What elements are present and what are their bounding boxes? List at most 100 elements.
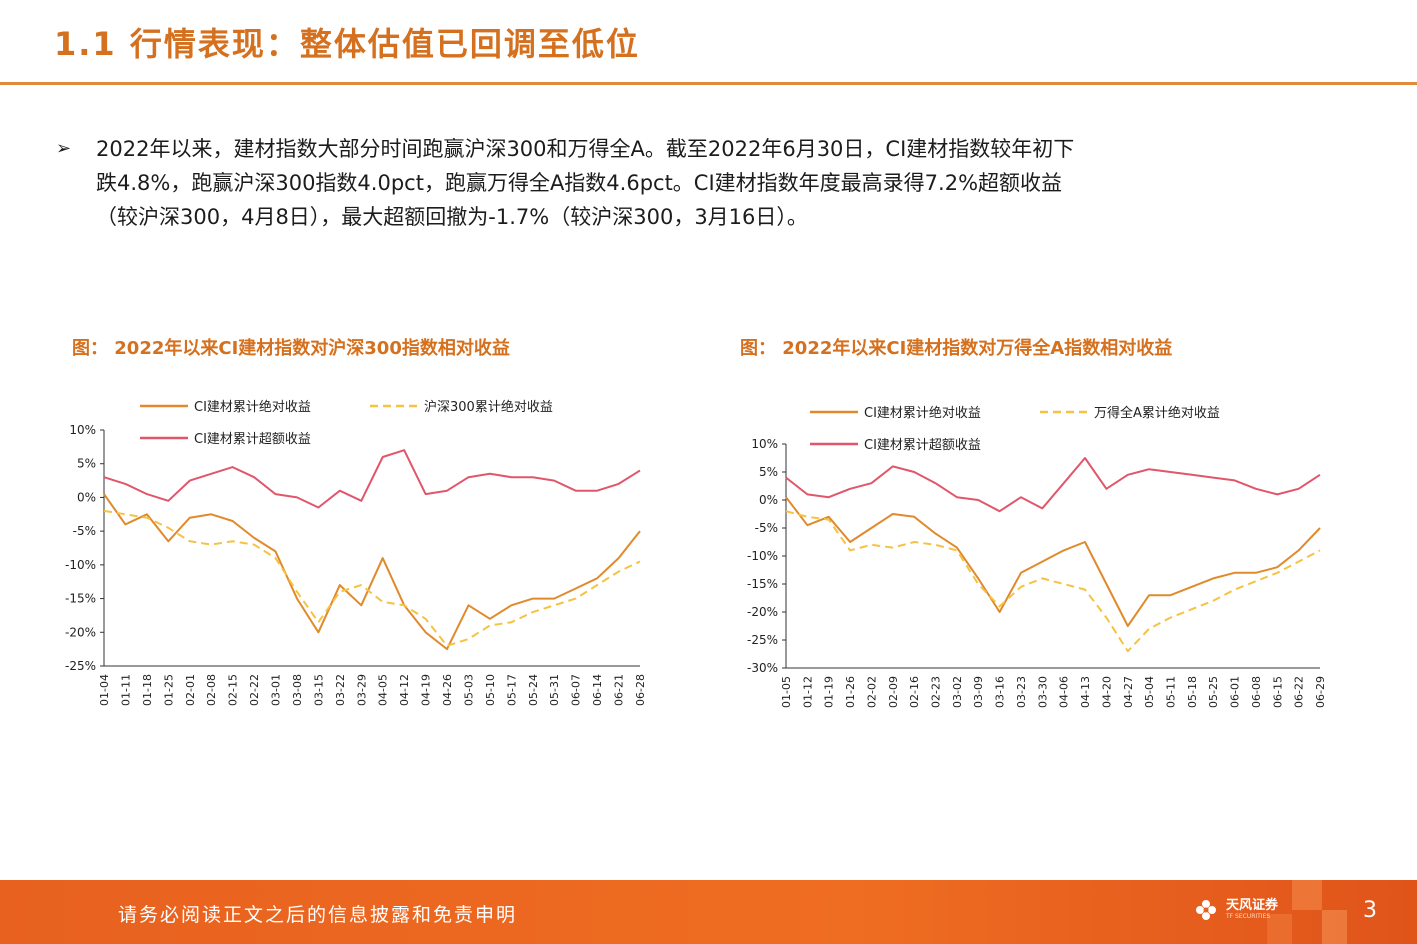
x-tick-label: 03-01 — [270, 674, 283, 706]
x-tick-label: 05-11 — [1164, 676, 1177, 708]
x-tick-label: 02-16 — [908, 676, 921, 708]
x-tick-label: 01-18 — [141, 674, 154, 706]
logo-subtext: TF SECURITIES — [1226, 913, 1271, 920]
y-tick-label: -15% — [65, 592, 96, 606]
x-tick-label: 03-23 — [1015, 676, 1028, 708]
y-tick-label: 5% — [759, 465, 778, 479]
series-line-2 — [103, 449, 641, 509]
x-tick-label: 05-03 — [462, 674, 475, 706]
x-tick-label: 02-22 — [248, 674, 261, 706]
y-tick-label: -30% — [747, 661, 778, 675]
x-tick-label: 05-18 — [1186, 676, 1199, 708]
legend-label-2: CI建材累计超额收益 — [864, 438, 981, 453]
x-tick-label: 04-13 — [1079, 676, 1092, 708]
page-title: 1.1 行情表现：整体估值已回调至低位 — [54, 25, 640, 63]
x-tick-label: 01-25 — [162, 674, 175, 706]
series-line-1 — [785, 510, 1321, 653]
series-line-1 — [103, 509, 641, 647]
x-tick-label: 06-22 — [1293, 676, 1306, 708]
legend-label-2: CI建材累计超额收益 — [194, 432, 311, 447]
x-tick-label: 06-15 — [1271, 676, 1284, 708]
x-tick-label: 05-17 — [505, 674, 518, 706]
title-divider — [0, 82, 1417, 85]
series-line-2 — [785, 457, 1321, 513]
x-tick-label: 03-08 — [291, 674, 304, 706]
series-line-0 — [785, 496, 1321, 627]
x-tick-label: 06-01 — [1229, 676, 1242, 708]
x-tick-label: 02-01 — [184, 674, 197, 706]
x-tick-label: 03-29 — [355, 674, 368, 706]
page-number: 3 — [1363, 898, 1377, 923]
x-tick-label: 06-21 — [613, 674, 626, 706]
y-tick-label: -20% — [747, 605, 778, 619]
x-tick-label: 04-20 — [1100, 676, 1113, 708]
legend-label-1: 万得全A累计绝对收益 — [1094, 405, 1220, 421]
x-tick-label: 05-24 — [527, 674, 540, 706]
y-tick-label: 0% — [759, 493, 778, 507]
footer-bar: 请务必阅读正文之后的信息披露和免责申明 天风证券 TF SECURITIES 3 — [0, 880, 1417, 944]
footer-disclaimer: 请务必阅读正文之后的信息披露和免责申明 — [118, 904, 518, 926]
x-tick-label: 04-19 — [420, 674, 433, 706]
x-tick-label: 01-04 — [98, 674, 111, 706]
y-tick-label: -5% — [73, 524, 96, 538]
y-tick-label: 10% — [69, 423, 96, 437]
y-tick-label: 10% — [751, 437, 778, 451]
x-tick-label: 03-22 — [334, 674, 347, 706]
y-tick-label: 5% — [77, 457, 96, 471]
bullet-arrow-icon: ➢ — [56, 138, 72, 159]
x-tick-label: 03-15 — [312, 674, 325, 706]
x-tick-label: 06-14 — [591, 674, 604, 706]
x-tick-label: 02-23 — [930, 676, 943, 708]
y-tick-label: -25% — [747, 633, 778, 647]
x-tick-label: 03-30 — [1036, 676, 1049, 708]
x-tick-label: 01-26 — [844, 676, 857, 708]
x-tick-label: 05-25 — [1207, 676, 1220, 708]
company-logo: 天风证券 TF SECURITIES — [1192, 896, 1278, 924]
x-tick-label: 04-06 — [1058, 676, 1071, 708]
x-tick-label: 02-08 — [205, 674, 218, 706]
summary-line-3: （较沪深300，4月8日），最大超额回撤为-1.7%（较沪深300，3月16日）… — [96, 205, 808, 229]
x-tick-label: 03-02 — [951, 676, 964, 708]
x-tick-label: 06-29 — [1314, 676, 1327, 708]
legend-label-0: CI建材累计绝对收益 — [194, 399, 311, 415]
logo-text: 天风证券 — [1226, 898, 1279, 913]
chart-hs300-relative: CI建材累计绝对收益 沪深300累计绝对收益 CI建材累计超额收益 10% 5% 0% -5… — [65, 399, 647, 706]
y-tick-label: -10% — [65, 558, 96, 572]
x-tick-label: 03-16 — [994, 676, 1007, 708]
summary-line-2: 跌4.8%，跑赢沪深300指数4.0pct，跑赢万得全A指数4.6pct。CI建… — [96, 171, 1063, 195]
x-tick-label: 02-15 — [227, 674, 240, 706]
x-tick-label: 06-07 — [570, 674, 583, 706]
chart-2-title: 图： 2022年以来CI建材指数对万得全A指数相对收益 — [740, 338, 1173, 359]
y-tick-label: -5% — [755, 521, 778, 535]
x-tick-label: 04-12 — [398, 674, 411, 706]
x-tick-label: 01-11 — [119, 674, 132, 706]
x-tick-label: 03-09 — [972, 676, 985, 708]
x-tick-label: 02-09 — [887, 676, 900, 708]
x-tick-label: 01-05 — [780, 676, 793, 708]
footer-decoration — [1267, 880, 1347, 944]
y-tick-label: -15% — [747, 577, 778, 591]
x-tick-label: 04-05 — [377, 674, 390, 706]
chart-wind-a-relative: CI建材累计绝对收益 万得全A累计绝对收益 CI建材累计超额收益 10% 5% 0% -5%… — [747, 405, 1327, 708]
legend-label-1: 沪深300累计绝对收益 — [424, 399, 553, 415]
x-tick-label: 06-28 — [634, 674, 647, 706]
x-tick-label: 04-27 — [1122, 676, 1135, 708]
chart-1-title: 图： 2022年以来CI建材指数对沪深300指数相对收益 — [72, 338, 510, 359]
x-tick-label: 05-04 — [1143, 676, 1156, 708]
y-tick-label: -25% — [65, 659, 96, 673]
x-tick-label: 05-10 — [484, 674, 497, 706]
y-tick-label: 0% — [77, 490, 96, 504]
x-tick-label: 05-31 — [548, 674, 561, 706]
x-tick-label: 04-26 — [441, 674, 454, 706]
y-tick-label: -10% — [747, 549, 778, 563]
summary-line-1: 2022年以来，建材指数大部分时间跑赢沪深300和万得全A。截至2022年6月3… — [96, 137, 1075, 161]
x-tick-label: 06-08 — [1250, 676, 1263, 708]
series-line-0 — [103, 493, 641, 651]
x-tick-label: 01-12 — [801, 676, 814, 708]
x-tick-label: 02-02 — [865, 676, 878, 708]
y-tick-label: -20% — [65, 625, 96, 639]
summary-bullet: ➢ 2022年以来，建材指数大部分时间跑赢沪深300和万得全A。截至2022年6… — [56, 132, 1306, 234]
legend-label-0: CI建材累计绝对收益 — [864, 405, 981, 421]
flower-logo-icon — [1196, 900, 1216, 920]
x-tick-label: 01-19 — [823, 676, 836, 708]
